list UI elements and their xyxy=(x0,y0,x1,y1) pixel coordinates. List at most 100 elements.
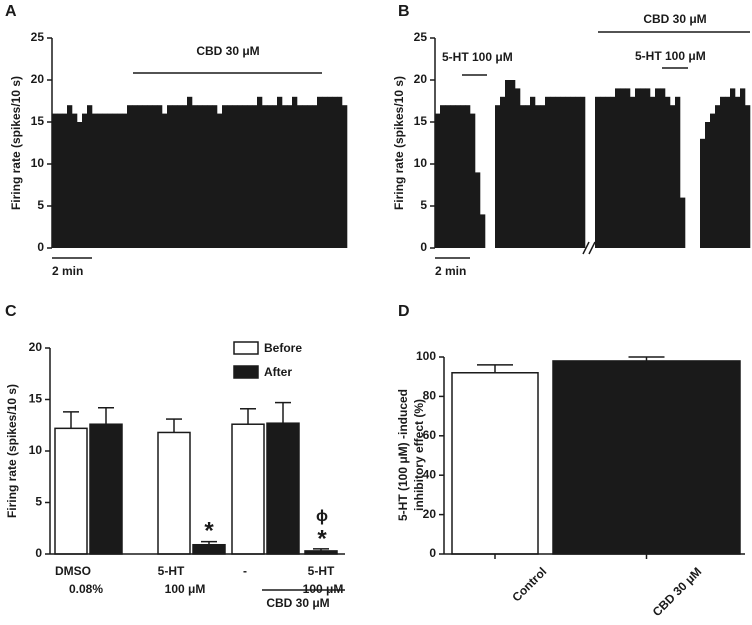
y-tick-label: 25 xyxy=(414,30,428,44)
rate-bin xyxy=(212,105,218,248)
rate-bin xyxy=(117,113,123,248)
rate-bin xyxy=(465,105,471,248)
rate-bin xyxy=(272,105,278,248)
rate-bin xyxy=(545,96,551,248)
rate-bin xyxy=(580,96,586,248)
y-tick-label: 15 xyxy=(414,114,428,128)
rate-bin xyxy=(565,96,571,248)
y-tick-label: 100 xyxy=(416,349,436,363)
rate-bin xyxy=(520,105,526,248)
rate-bin xyxy=(635,88,641,249)
rate-bin xyxy=(177,105,183,248)
rate-bin xyxy=(530,96,536,248)
rate-bin xyxy=(97,113,103,248)
y-tick-label: 5 xyxy=(35,495,42,509)
rate-bin xyxy=(645,88,651,249)
rate-bin xyxy=(510,80,516,248)
bar xyxy=(54,427,88,555)
y-tick-label: 60 xyxy=(423,428,437,442)
rate-bin xyxy=(525,105,531,248)
rate-bin xyxy=(495,105,501,248)
legend-swatch xyxy=(233,341,259,355)
rate-bin xyxy=(615,88,621,249)
rate-bin xyxy=(127,105,133,248)
rate-bin xyxy=(540,105,546,248)
rate-bin xyxy=(222,105,228,248)
annotation: CBD 30 μM xyxy=(266,596,329,610)
rate-bin xyxy=(137,105,143,248)
y-tick-label: 0 xyxy=(35,546,42,560)
rate-bin xyxy=(57,113,63,248)
y-tick-label: 20 xyxy=(414,72,428,86)
legend-label: After xyxy=(264,365,292,379)
rate-bin xyxy=(257,96,263,248)
panel-label: D xyxy=(398,303,410,320)
rate-bin xyxy=(332,96,338,248)
y-tick-label: 20 xyxy=(423,507,437,521)
rate-bin xyxy=(650,96,656,248)
rate-bin xyxy=(660,88,666,249)
rate-bin xyxy=(480,214,486,248)
rate-bin xyxy=(665,96,671,248)
rate-bin xyxy=(207,105,213,248)
rate-bin xyxy=(322,96,328,248)
axis-break xyxy=(582,241,590,255)
rate-bin xyxy=(312,105,318,248)
rate-bin xyxy=(77,122,83,248)
rate-bin xyxy=(550,96,556,248)
panel-label: A xyxy=(5,3,17,20)
rate-bin xyxy=(460,105,466,248)
bar xyxy=(451,372,539,555)
y-tick-label: 20 xyxy=(31,72,45,86)
rate-bin xyxy=(297,105,303,248)
x-tick-label: DMSO xyxy=(55,564,91,578)
rate-bin xyxy=(307,105,313,248)
x-tick-label: 0.08% xyxy=(69,582,103,596)
rate-bin xyxy=(292,96,298,248)
rate-bin xyxy=(102,113,108,248)
y-axis-label: Firing rate (spikes/10 s) xyxy=(392,76,406,210)
rate-bin xyxy=(302,105,308,248)
bar xyxy=(231,423,265,555)
bar xyxy=(192,543,226,555)
rate-bin xyxy=(455,105,461,248)
rate-bin xyxy=(132,105,138,248)
rate-bin xyxy=(730,88,736,249)
x-tick-label: 5-HT xyxy=(308,564,335,578)
rate-bin xyxy=(242,105,248,248)
rate-bin xyxy=(745,105,751,248)
x-tick-label: Control xyxy=(509,564,549,604)
y-tick-label: 0 xyxy=(420,240,427,254)
rate-bin xyxy=(555,96,561,248)
rate-bin xyxy=(625,88,631,249)
x-tick-label: 5-HT xyxy=(158,564,185,578)
annotation: 5-HT 100 μM xyxy=(442,50,513,64)
rate-bin xyxy=(500,96,506,248)
legend-label: Before xyxy=(264,341,302,355)
rate-bin xyxy=(610,96,616,248)
y-tick-label: 5 xyxy=(420,198,427,212)
annotation: * xyxy=(317,525,327,552)
rate-bin xyxy=(735,96,741,248)
bar xyxy=(552,360,741,555)
rate-bin xyxy=(172,105,178,248)
y-tick-label: 15 xyxy=(31,114,45,128)
rate-bin xyxy=(655,88,661,249)
y-tick-label: 5 xyxy=(37,198,44,212)
rate-bin xyxy=(277,96,283,248)
annotation: CBD 30 μM xyxy=(196,44,259,58)
rate-bin xyxy=(445,105,451,248)
rate-bin xyxy=(187,96,193,248)
rate-bin xyxy=(640,88,646,249)
rate-bin xyxy=(337,96,343,248)
rate-bin xyxy=(560,96,566,248)
rate-bin xyxy=(680,197,686,248)
scale-bar-label: 2 min xyxy=(52,264,83,278)
rate-bin xyxy=(217,113,223,248)
rate-bin xyxy=(192,105,198,248)
rate-bin xyxy=(570,96,576,248)
annotation: CBD 30 μM xyxy=(643,12,706,26)
rate-bin xyxy=(227,105,233,248)
rate-bin xyxy=(575,96,581,248)
